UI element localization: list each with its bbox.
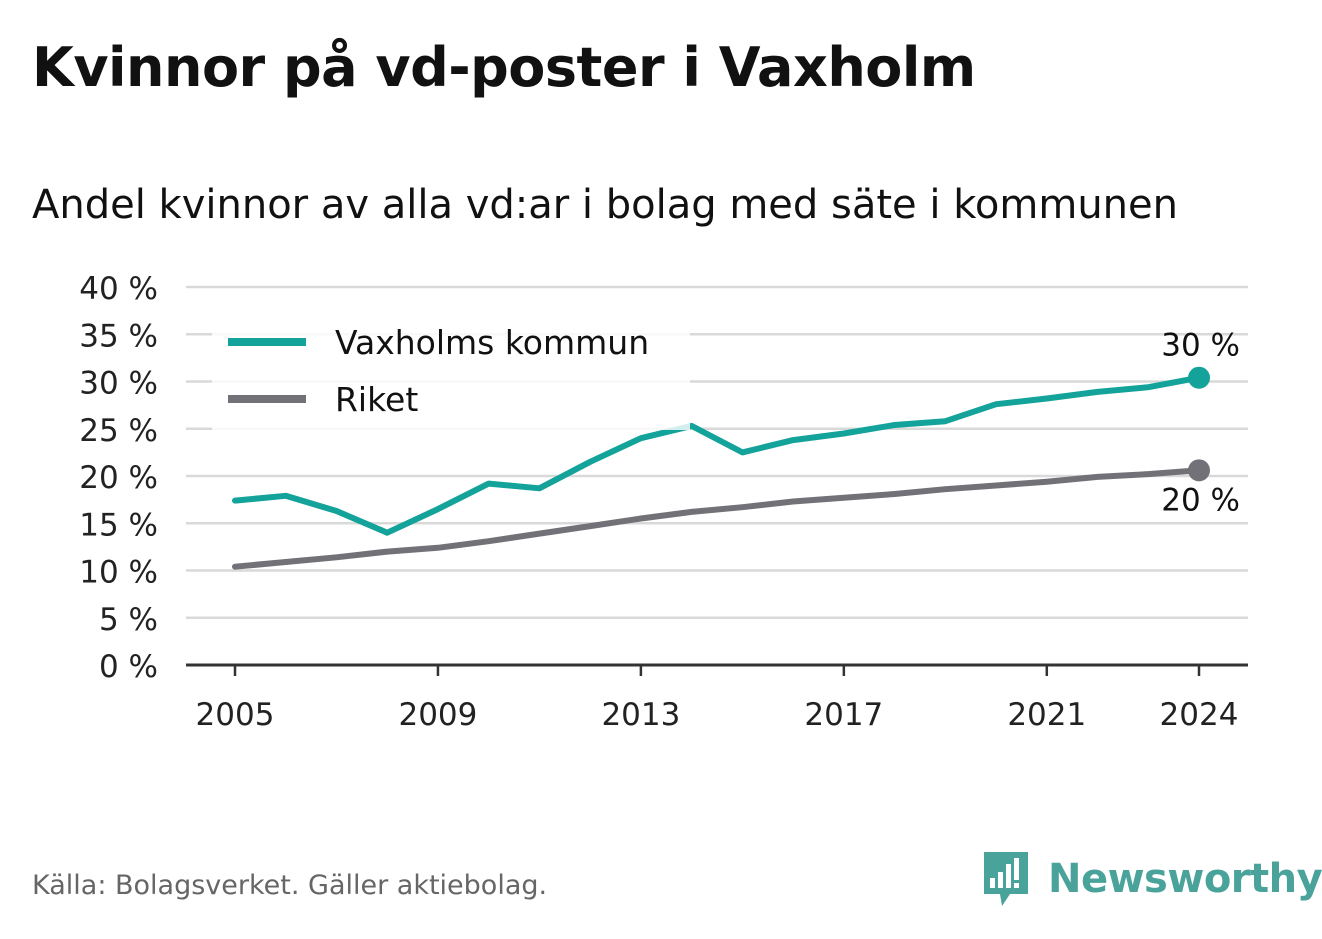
- newsworthy-logo-icon: [984, 852, 1028, 906]
- y-tick-label: 35 %: [79, 318, 158, 354]
- end-point-vaxholm: [1188, 366, 1210, 389]
- end-label-vaxholm: 30 %: [1161, 328, 1240, 364]
- y-tick-label: 5 %: [99, 602, 158, 638]
- y-tick-label: 20 %: [79, 460, 158, 496]
- y-tick-label: 0 %: [99, 649, 158, 685]
- y-tick-label: 15 %: [79, 507, 158, 543]
- legend-label: Vaxholms kommun: [335, 323, 649, 362]
- x-tick-label: 2021: [1007, 697, 1086, 733]
- y-axis-ticks: 0 % 5 % 10 % 15 % 20 % 25 % 30 % 35 % 40 %: [79, 271, 158, 685]
- chart-title: Kvinnor på vd-poster i Vaxholm: [32, 36, 976, 99]
- end-label-riket: 20 %: [1161, 482, 1240, 518]
- series-line-riket: [232, 467, 1202, 570]
- x-tick-label: 2013: [601, 697, 680, 733]
- legend: Vaxholms kommun Riket: [212, 318, 690, 430]
- chart-subtitle: Andel kvinnor av alla vd:ar i bolag med …: [32, 182, 1178, 228]
- brand-logo: Newsworthy: [980, 848, 1322, 910]
- source-note: Källa: Bolagsverket. Gäller aktiebolag.: [32, 870, 548, 901]
- x-tick-label: 2009: [398, 697, 477, 733]
- legend-label: Riket: [335, 380, 418, 419]
- y-tick-label: 40 %: [79, 271, 158, 307]
- brand-name: Newsworthy: [1048, 856, 1322, 902]
- x-tick-label: 2005: [196, 697, 275, 733]
- series-lines: [232, 366, 1210, 570]
- legend-background: [212, 318, 690, 430]
- line-chart: 0 %5 %10 %15 %20 %25 %30 %35 %40 % 2005 2…: [79, 271, 1248, 733]
- y-tick-label: 10 %: [79, 555, 158, 591]
- x-axis: 2005 2009 2013 2017 2021 2024: [186, 663, 1248, 733]
- series-line-vaxholm: [232, 374, 1202, 536]
- x-tick-label: 2024: [1160, 697, 1239, 733]
- end-point-riket: [1188, 459, 1210, 482]
- end-labels: 30 % 20 %: [1161, 328, 1240, 519]
- y-tick-label: 30 %: [79, 366, 158, 402]
- y-tick-label: 25 %: [79, 413, 158, 449]
- x-tick-label: 2017: [804, 697, 883, 733]
